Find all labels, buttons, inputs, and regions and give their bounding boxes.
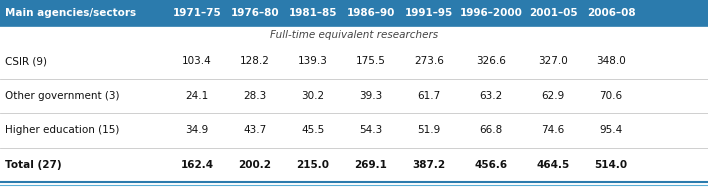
Text: 464.5: 464.5 xyxy=(537,160,570,170)
Text: 2006–08: 2006–08 xyxy=(587,8,635,18)
Text: 326.6: 326.6 xyxy=(476,56,506,66)
Text: 1986–90: 1986–90 xyxy=(347,8,395,18)
Text: 139.3: 139.3 xyxy=(298,56,328,66)
Text: 1981–85: 1981–85 xyxy=(289,8,337,18)
Text: 30.2: 30.2 xyxy=(302,91,324,101)
Text: 2001–05: 2001–05 xyxy=(529,8,577,18)
Text: 95.4: 95.4 xyxy=(600,125,622,135)
Text: Main agencies/sectors: Main agencies/sectors xyxy=(5,8,136,18)
Text: 387.2: 387.2 xyxy=(413,160,445,170)
Text: 200.2: 200.2 xyxy=(239,160,271,170)
Text: 128.2: 128.2 xyxy=(240,56,270,66)
Text: 273.6: 273.6 xyxy=(414,56,444,66)
Text: 34.9: 34.9 xyxy=(185,125,209,135)
Text: 43.7: 43.7 xyxy=(244,125,267,135)
Text: 162.4: 162.4 xyxy=(181,160,214,170)
Text: Other government (3): Other government (3) xyxy=(5,91,120,101)
Text: 215.0: 215.0 xyxy=(297,160,329,170)
Text: 1976–80: 1976–80 xyxy=(231,8,280,18)
Text: 39.3: 39.3 xyxy=(360,91,382,101)
Text: 61.7: 61.7 xyxy=(418,91,440,101)
Text: 24.1: 24.1 xyxy=(185,91,209,101)
Text: 66.8: 66.8 xyxy=(479,125,503,135)
Bar xyxy=(0,0,708,26)
Text: 269.1: 269.1 xyxy=(355,160,387,170)
Text: 74.6: 74.6 xyxy=(542,125,564,135)
Text: CSIR (9): CSIR (9) xyxy=(5,56,47,66)
Text: 1996–2000: 1996–2000 xyxy=(459,8,523,18)
Text: 348.0: 348.0 xyxy=(596,56,626,66)
Text: Higher education (15): Higher education (15) xyxy=(5,125,120,135)
Text: 63.2: 63.2 xyxy=(479,91,503,101)
Text: 1991–95: 1991–95 xyxy=(405,8,453,18)
Text: 456.6: 456.6 xyxy=(474,160,508,170)
Text: 28.3: 28.3 xyxy=(244,91,267,101)
Text: 175.5: 175.5 xyxy=(356,56,386,66)
Text: 51.9: 51.9 xyxy=(418,125,440,135)
Text: 54.3: 54.3 xyxy=(360,125,382,135)
Text: 70.6: 70.6 xyxy=(600,91,622,101)
Text: 45.5: 45.5 xyxy=(302,125,325,135)
Text: 1971–75: 1971–75 xyxy=(173,8,222,18)
Text: 327.0: 327.0 xyxy=(538,56,568,66)
Text: Full-time equivalent researchers: Full-time equivalent researchers xyxy=(270,30,438,40)
Text: 62.9: 62.9 xyxy=(542,91,564,101)
Text: Total (27): Total (27) xyxy=(5,160,62,170)
Text: 103.4: 103.4 xyxy=(182,56,212,66)
Text: 514.0: 514.0 xyxy=(595,160,627,170)
